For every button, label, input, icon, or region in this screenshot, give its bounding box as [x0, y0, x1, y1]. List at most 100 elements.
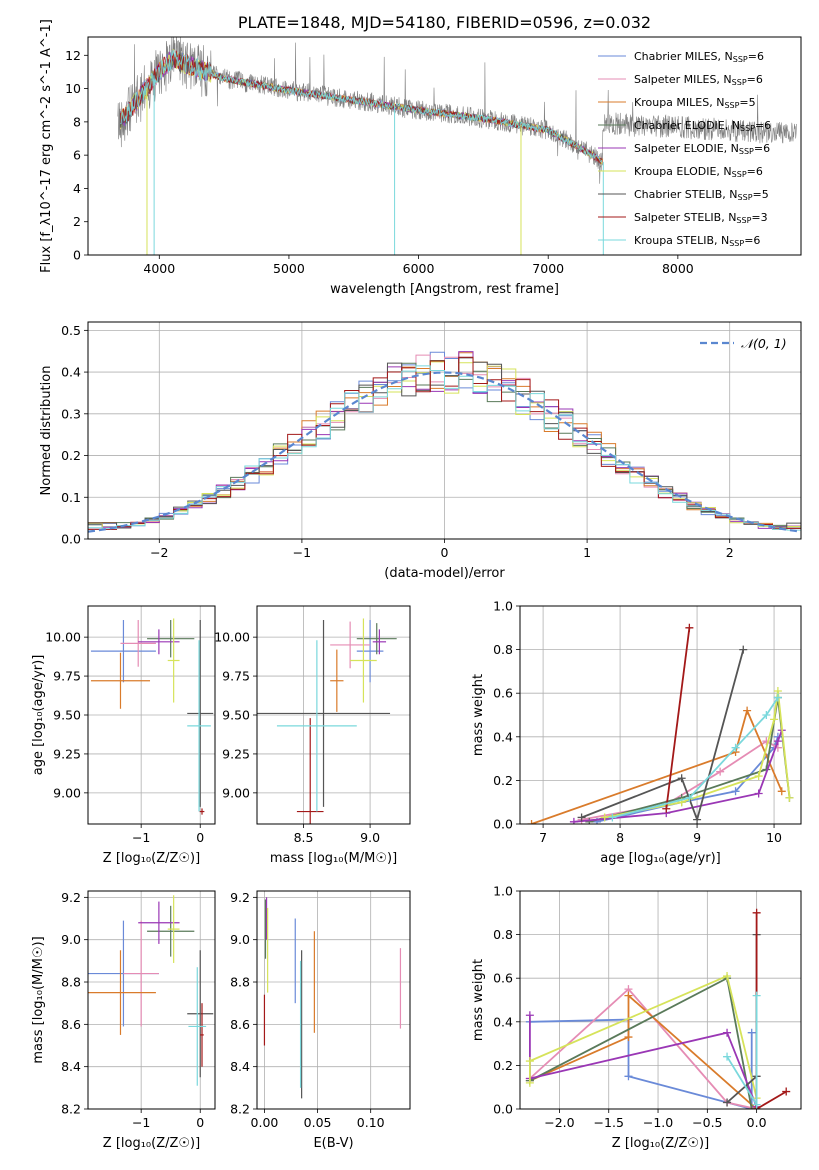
weight-marker	[525, 1057, 534, 1066]
axes-frame	[256, 890, 411, 1110]
weight-marker	[662, 804, 671, 813]
y-tick-label: 8.6	[61, 1017, 81, 1032]
weight-marker	[752, 1100, 761, 1109]
weight-series	[723, 991, 761, 1109]
legend-entry: Kroupa MILES, NSSP=5	[634, 96, 756, 110]
x-tick-label: −2	[150, 545, 168, 560]
x-tick-label: −1	[132, 1115, 150, 1130]
error-bar-point	[187, 640, 211, 812]
y-tick-label: 1.0	[493, 599, 513, 614]
weight-marker	[731, 743, 740, 752]
error-bar-point	[330, 649, 344, 712]
x-tick-label: 8	[616, 830, 624, 845]
error-bar-point	[167, 895, 180, 963]
y-tick-label: 2	[73, 214, 81, 229]
y-tick-label: 8.4	[230, 1059, 250, 1074]
y-tick-label: 0.6	[493, 971, 513, 986]
weight-marker	[777, 787, 786, 796]
y-tick-label: 0.8	[493, 642, 513, 657]
x-axis-label: mass [log₁₀(M/M☉)]	[270, 851, 397, 866]
x-tick-label: −1	[293, 545, 311, 560]
weight-series	[662, 623, 694, 813]
plot-area	[257, 618, 397, 824]
x-tick-label: 2	[726, 545, 734, 560]
weight-marker	[677, 774, 686, 783]
y-tick-label: 0.5	[61, 323, 81, 338]
error-bar-point	[188, 967, 207, 1086]
legend-entry: Chabrier STELIB, NSSP=5	[634, 188, 769, 202]
weight-marker	[685, 793, 694, 802]
y-tick-label: 0.4	[493, 729, 513, 744]
y-tick-label: 8.8	[61, 975, 81, 990]
y-tick-label: 12	[65, 48, 81, 63]
panel-spectrum: 4000 5000 6000 7000 8000 0 2 4 6 8 10 12 wavelength …	[39, 13, 802, 297]
weight-series	[608, 693, 782, 822]
y-tick-label: 0.0	[61, 532, 81, 547]
panel-age-Z: −1 0 9.00 9.25 9.50 9.75 10.00 Z [log₁₀(Z/Z☉)] a…	[31, 605, 216, 866]
y-tick-label: 9.50	[222, 708, 250, 723]
y-tick-label: 9.25	[222, 746, 250, 761]
weight-series	[600, 687, 794, 822]
axes-frame	[519, 890, 802, 1110]
x-tick-label: 10	[766, 830, 782, 845]
weight-marker	[752, 908, 761, 917]
error-bar-point	[167, 618, 180, 703]
weight-marker	[723, 1028, 732, 1037]
x-tick-label: 9.0	[360, 830, 380, 845]
y-axis-label: Flux [f_λ10^-17 erg cm^-2 s^-1 A^-1]	[39, 19, 54, 273]
weight-marker	[527, 820, 536, 824]
y-tick-label: 0.3	[61, 406, 81, 421]
y-tick-label: 0	[73, 248, 81, 263]
weight-marker	[624, 1072, 633, 1081]
x-tick-label: 0.0	[747, 1115, 767, 1130]
legend-entry: Kroupa ELODIE, NSSP=6	[634, 165, 763, 179]
y-tick-label: 0.4	[61, 365, 81, 380]
legend-entry: Chabrier MILES, NSSP=6	[634, 50, 764, 64]
weight-line	[529, 1015, 758, 1108]
y-tick-label: 9.2	[230, 890, 250, 905]
y-tick-label: 9.50	[53, 708, 81, 723]
weight-marker	[731, 787, 740, 796]
weight-line	[529, 987, 757, 1109]
axes-frame	[87, 321, 802, 540]
x-tick-label: 8.5	[294, 830, 314, 845]
y-axis-label: mass [log₁₀(M/M☉)]	[31, 936, 46, 1063]
x-tick-label: 1	[583, 545, 591, 560]
weight-line	[531, 707, 783, 824]
error-bar-point	[120, 620, 156, 667]
axes-frame	[87, 605, 216, 825]
plot-layer: 4000 5000 6000 7000 8000024681012wavelength …	[31, 13, 802, 1151]
x-tick-label: 4000	[143, 261, 175, 276]
x-tick-label: 7	[539, 830, 547, 845]
error-bar-point	[200, 1003, 204, 1067]
weight-marker	[716, 767, 725, 776]
legend-entry: Salpeter STELIB, NSSP=3	[634, 211, 768, 225]
error-bar-point	[187, 950, 214, 1078]
y-tick-label: 0.1	[61, 490, 81, 505]
weight-marker	[723, 1098, 732, 1107]
x-tick-label: −1	[132, 830, 150, 845]
axes-frame	[87, 890, 216, 1110]
x-axis-label: Z [log₁₀(Z/Z☉)]	[103, 1136, 200, 1151]
y-tick-label: 9.0	[61, 932, 81, 947]
weight-marker	[782, 1087, 791, 1096]
y-tick-label: 0.2	[493, 1058, 513, 1073]
weight-marker	[600, 813, 609, 822]
y-tick-label: 9.00	[53, 785, 81, 800]
weight-marker	[754, 772, 763, 781]
y-tick-label: 0.2	[61, 448, 81, 463]
y-tick-label: 9.75	[53, 669, 81, 684]
weight-marker	[739, 645, 748, 654]
error-bar-point	[147, 905, 195, 957]
y-tick-label: 0.4	[493, 1014, 513, 1029]
error-bar-point	[187, 620, 214, 807]
error-bar-point	[88, 950, 156, 1035]
plot-area	[527, 623, 794, 824]
weight-marker	[723, 972, 732, 981]
panel-age-mass: 8.5 9.0 9.00 9.25 9.50 9.75 10.00 mass [log₁₀(M…	[214, 605, 411, 866]
y-tick-label: 6	[73, 148, 81, 163]
y-tick-label: 9.25	[53, 746, 81, 761]
chart-title: PLATE=1848, MJD=54180, FIBERID=0596, z=0…	[238, 13, 651, 32]
weight-marker	[569, 817, 578, 824]
